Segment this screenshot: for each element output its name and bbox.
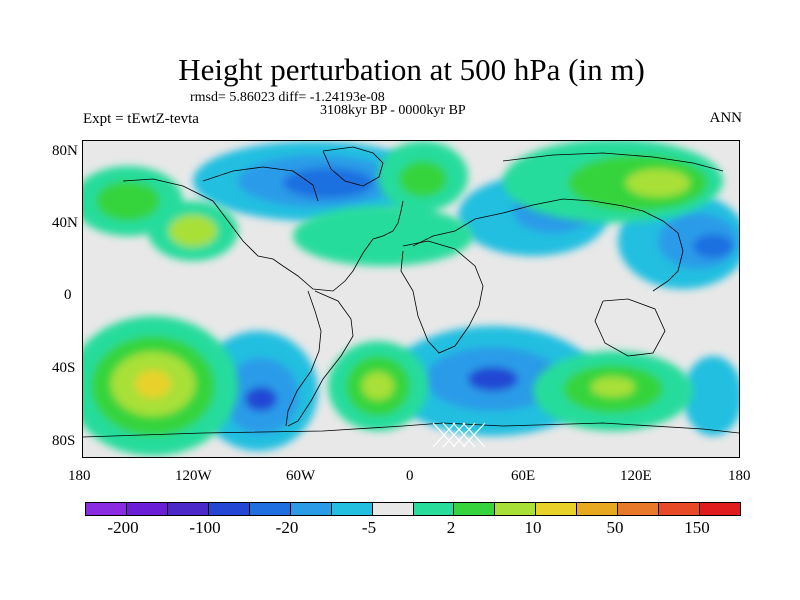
colorbar-swatch [290,503,332,515]
lon-label-60w: 60W [286,468,316,484]
colorbar-swatch [454,503,496,515]
lon-label-60e: 60E [511,468,536,484]
lat-label-80s: 80S [52,433,76,449]
lat-label-40s: 40S [52,360,76,376]
experiment-label: Expt = tEwtZ-tevta [83,111,199,127]
colorbar-label: -5 [361,518,377,537]
lon-label-0: 0 [406,468,414,484]
positive-anomalies [83,141,723,456]
lat-label-80n: 80N [52,143,78,159]
colorbar-swatch [413,503,455,515]
colorbar-swatch [495,503,537,515]
lat-label-0: 0 [64,287,72,303]
contour-field [83,141,739,456]
topography-hatch [432,422,486,448]
season-label: ANN [709,110,743,126]
lon-label-120e: 120E [620,468,652,484]
colorbar-swatch [249,503,291,515]
colorbar-swatch [618,503,660,515]
lon-label-180w: 180 [68,468,91,484]
colorbar-swatch [331,503,373,515]
map-title: Height perturbation at 500 hPa (in m) [178,52,645,87]
colorbar-swatch [167,503,209,515]
lat-label-40n: 40N [52,215,78,231]
colorbar [85,502,741,516]
colorbar-swatch [700,503,740,515]
lon-label-120w: 120W [175,468,212,484]
colorbar-label: 50 [606,518,624,537]
negative-anomalies [193,141,739,451]
colorbar-label: 2 [446,518,456,537]
colorbar-swatch [372,503,414,515]
colorbar-swatch [86,503,127,515]
coastlines [83,146,739,438]
colorbar-swatch [208,503,250,515]
colorbar-swatch [659,503,701,515]
stats-line: rmsd= 5.86023 diff= -1.24193e-08 [190,90,385,105]
lon-label-180e: 180 [728,468,751,484]
colorbar-label: -20 [275,518,299,537]
colorbar-swatch [126,503,168,515]
height-perturbation-map [82,140,740,458]
colorbar-label: 150 [684,518,710,537]
colorbar-label: -100 [189,518,221,537]
colorbar-label: 10 [524,518,542,537]
colorbar-swatch [577,503,619,515]
colorbar-swatch [536,503,578,515]
colorbar-label: -200 [107,518,139,537]
period-label: 3108kyr BP - 0000kyr BP [320,103,466,118]
